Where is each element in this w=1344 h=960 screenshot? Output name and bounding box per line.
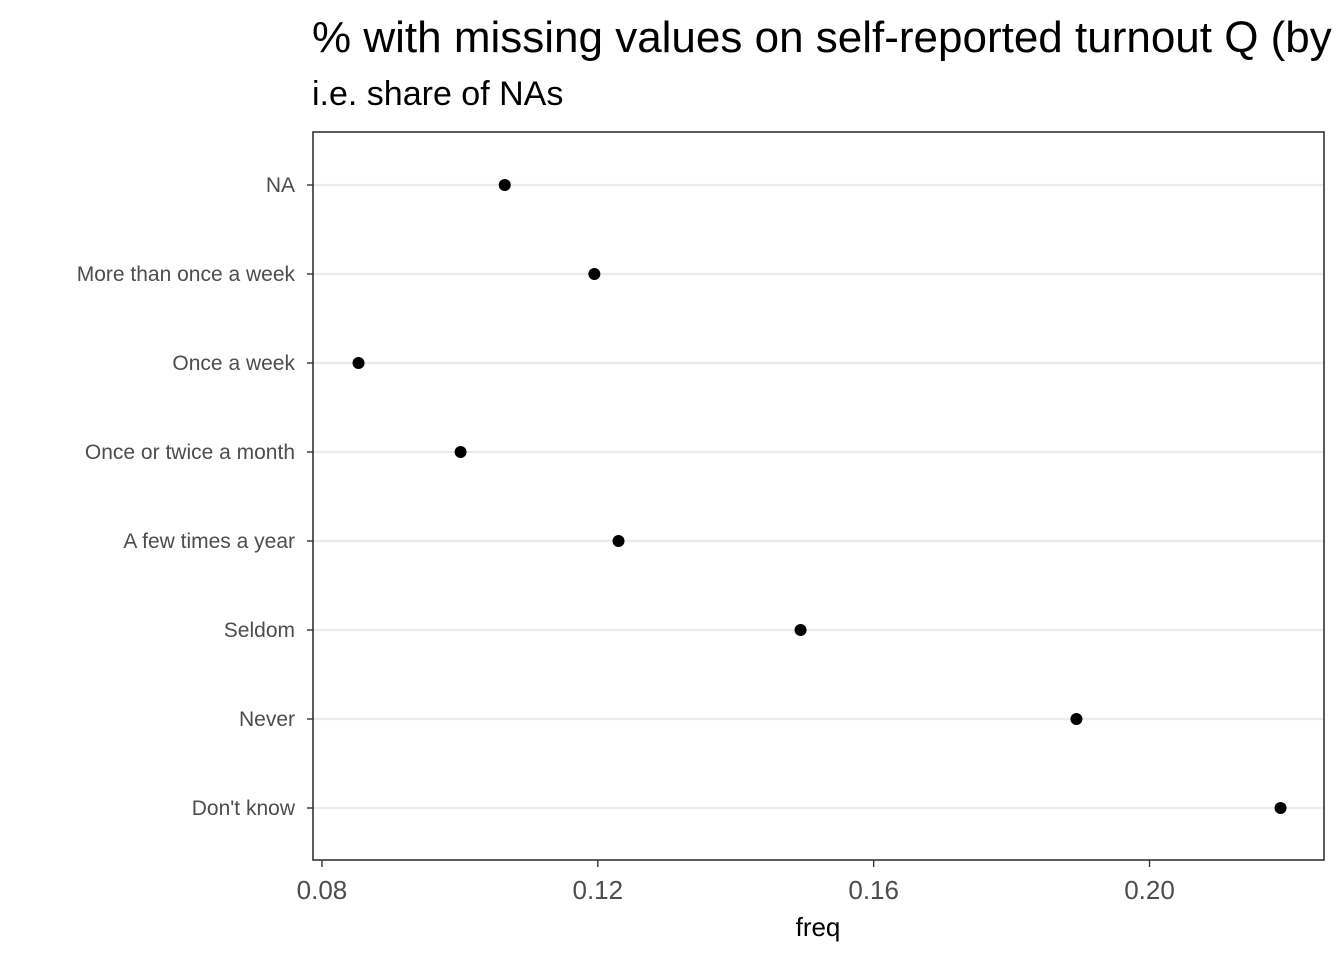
data-point (794, 624, 807, 636)
data-point (1274, 802, 1287, 814)
y-tick-label: Never (239, 708, 295, 731)
panel-border (312, 131, 1325, 861)
grid-lines (313, 183, 1324, 810)
data-point (588, 268, 601, 280)
y-tick-label: A few times a year (123, 530, 295, 553)
y-tick-label: NA (266, 174, 295, 197)
chart-subtitle: i.e. share of NAs (312, 75, 563, 113)
y-tick-label: More than once a week (77, 263, 296, 286)
data-point (1070, 713, 1083, 725)
y-tick-label: Once a week (172, 352, 295, 375)
data-point (454, 446, 467, 458)
y-tick-label: Once or twice a month (85, 441, 295, 464)
x-tick-label: 0.20 (1124, 875, 1175, 905)
data-point (498, 179, 511, 191)
data-point (612, 535, 625, 547)
y-tick-label: Don't know (192, 797, 296, 820)
data-points (352, 179, 1287, 814)
x-tick-label: 0.16 (848, 875, 899, 905)
x-tick-label: 0.08 (297, 875, 348, 905)
x-tick-label: 0.12 (573, 875, 624, 905)
chart-title: % with missing values on self-reported t… (312, 13, 1332, 62)
y-tick-label: Seldom (224, 619, 295, 642)
x-axis: 0.08 0.12 0.16 0.20 (297, 860, 1175, 905)
data-point (352, 357, 365, 369)
x-axis-label: freq (796, 912, 841, 942)
y-axis: NA More than once a week Once a week Once o… (77, 174, 313, 820)
